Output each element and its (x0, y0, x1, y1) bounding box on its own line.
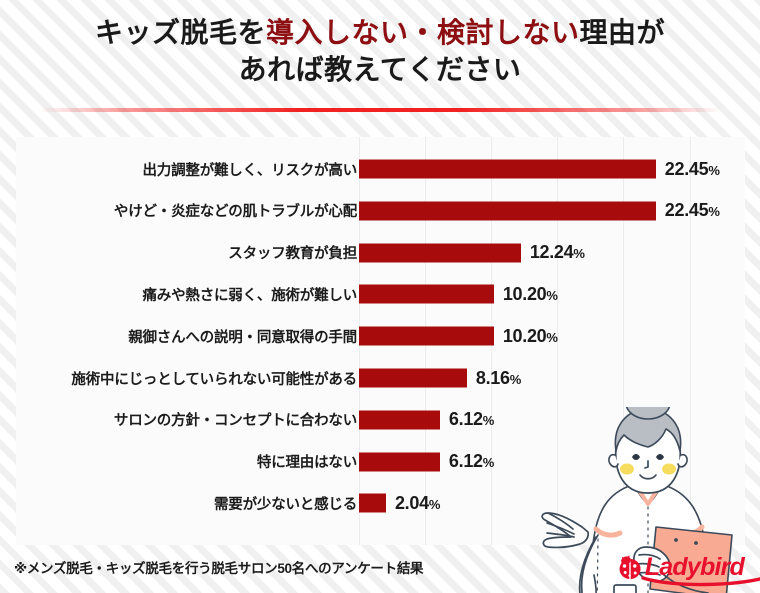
title-segment-1: キッズ脱毛を (94, 17, 266, 48)
title-segment-2: 理由が (579, 17, 666, 48)
bar-value-number: 22.45 (664, 200, 709, 221)
bar-value-label: 10.20% (503, 326, 558, 347)
bar-value-number: 12.24 (529, 242, 574, 263)
bar-value-label: 12.24% (530, 242, 585, 263)
percent-sign: % (482, 413, 495, 429)
bar (359, 201, 656, 221)
bar (359, 452, 440, 472)
bar (359, 410, 440, 430)
bar-value-number: 8.16 (475, 367, 510, 388)
bar-category-label: スタッフ教育が負担 (228, 246, 357, 263)
bar (359, 243, 521, 263)
percent-sign: % (482, 455, 495, 471)
chart-rows: 出力調整が難しく、リスクが高い 22.45% やけど・炎症などの肌トラブルが心配 22… (16, 137, 745, 545)
bar-value-number: 10.20 (502, 283, 547, 304)
logo-wordmark: Ladybird (641, 554, 760, 586)
title-line-2: あれば教えてください (238, 54, 522, 86)
bar-value-number: 22.45 (664, 158, 709, 179)
percent-sign: % (546, 329, 558, 345)
ladybird-logo[interactable]: Ladybird (617, 552, 760, 586)
percent-sign: % (708, 162, 720, 178)
percent-sign: % (546, 287, 558, 303)
bar-value-number: 6.12 (448, 451, 483, 472)
bar (359, 493, 386, 513)
footnote: ※メンズ脱毛・キッズ脱毛を行う脱毛サロン50名へのアンケート結果 (14, 561, 424, 576)
bar-category-label: サロンの方針・コンセプトに合わない (113, 413, 357, 430)
chart-panel: 出力調整が難しく、リスクが高い 22.45% やけど・炎症などの肌トラブルが心配 22… (16, 137, 745, 593)
percent-sign: % (509, 371, 522, 387)
bar-value-label: 22.45% (665, 200, 720, 221)
chart-row: サロンの方針・コンセプトに合わない 6.12% (16, 408, 745, 432)
bar-value-number: 6.12 (448, 409, 483, 430)
bar-value-label: 2.04% (395, 493, 440, 514)
bar-value-label: 6.12% (449, 451, 494, 472)
bar (359, 284, 494, 304)
bar-category-label: 出力調整が難しく、リスクが高い (142, 162, 358, 179)
chart-row: 施術中にじっとしていられない可能性がある 8.16% (16, 366, 745, 390)
chart-row: 特に理由はない 6.12% (16, 450, 745, 474)
page-title: キッズ脱毛を導入しない・検討しない理由が あれば教えてください (0, 14, 760, 88)
bar-category-label: 施術中にじっとしていられない可能性がある (71, 371, 357, 388)
title-divider (42, 108, 718, 112)
chart-row: スタッフ教育が負担 12.24% (16, 241, 745, 265)
gridline (557, 137, 559, 545)
bar (359, 368, 467, 388)
bar-value-label: 8.16% (476, 368, 521, 389)
gridline (689, 137, 691, 545)
bar-value-label: 22.45% (665, 159, 720, 180)
bar (359, 159, 656, 179)
bar-category-label: 特に理由はない (256, 455, 357, 472)
bar-category-label: 需要が少ないと感じる (214, 496, 357, 513)
bar-value-number: 2.04 (394, 492, 429, 513)
chart-row: 需要が少ないと感じる 2.04% (16, 491, 745, 515)
bar (359, 326, 494, 346)
bar-value-number: 10.20 (502, 325, 547, 346)
chart-row: 痛みや熱さに弱く、施術が難しい 10.20% (16, 282, 745, 306)
bar-category-label: 痛みや熱さに弱く、施術が難しい (142, 287, 358, 304)
chart-row: やけど・炎症などの肌トラブルが心配 22.45% (16, 199, 745, 223)
chart-row: 出力調整が難しく、リスクが高い 22.45% (16, 157, 745, 181)
gridline (623, 137, 625, 545)
bar-category-label: やけど・炎症などの肌トラブルが心配 (113, 204, 357, 221)
ladybug-icon (619, 555, 641, 579)
bar-category-label: 親御さんへの説明・同意取得の手間 (128, 329, 357, 346)
chart-row: 親御さんへの説明・同意取得の手間 10.20% (16, 324, 745, 348)
percent-sign: % (708, 204, 720, 220)
header: キッズ脱毛を導入しない・検討しない理由が あれば教えてください (0, 0, 760, 124)
percent-sign: % (573, 246, 585, 262)
percent-sign: % (428, 496, 441, 512)
bar-value-label: 10.20% (503, 284, 558, 305)
logo-swoosh-icon (641, 575, 760, 586)
bar-value-label: 6.12% (449, 409, 494, 430)
title-segment-accent: 導入しない・検討しない (265, 17, 580, 48)
